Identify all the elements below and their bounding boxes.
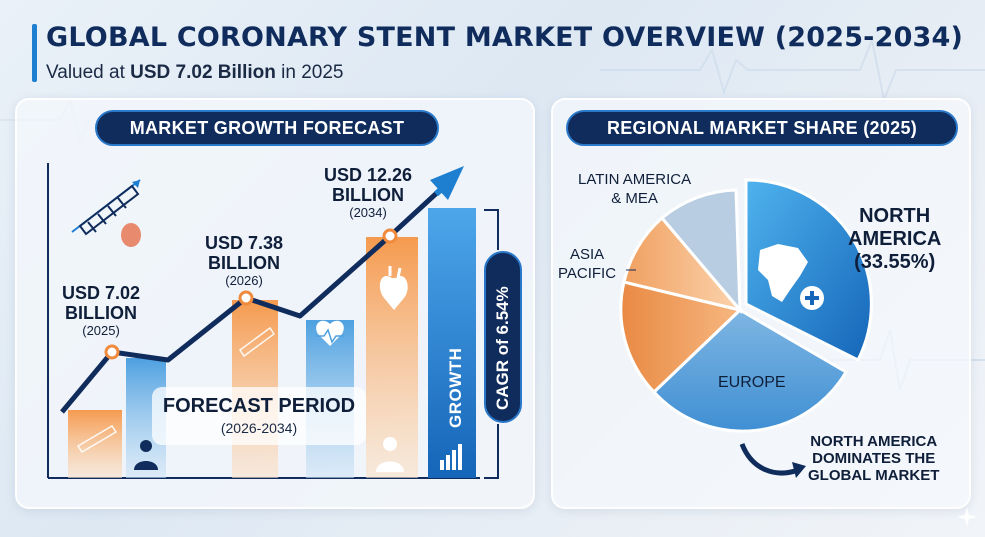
sparkle-icon — [957, 507, 977, 527]
dominates-line2: DOMINATES THE — [812, 450, 936, 467]
page-subtitle: Valued at USD 7.02 Billion in 2025 — [46, 62, 343, 84]
plus-icon — [800, 286, 824, 310]
na-line2: AMERICA — [848, 228, 942, 250]
value-2026: USD 7.38 — [205, 233, 284, 253]
pie-slice-north-america — [744, 178, 873, 363]
value-label-2025: USD 7.02 BILLION (2025) — [62, 283, 140, 339]
year-2034: (2034) — [349, 205, 387, 220]
page-title: GLOBAL CORONARY STENT MARKET OVERVIEW (2… — [46, 22, 964, 53]
na-share: (33.55%) — [854, 251, 936, 273]
subtitle-suffix: in 2025 — [275, 62, 344, 83]
cagr-pill — [484, 251, 522, 423]
point-2026 — [238, 290, 254, 306]
unit-2026: BILLION — [208, 253, 281, 273]
asia-line1: ASIA — [569, 246, 605, 263]
value-label-2034: USD 12.26 BILLION (2034) — [324, 165, 412, 221]
forecast-period-range: (2026-2034) — [220, 420, 298, 436]
growth-bars-icon — [440, 444, 462, 470]
heartbeat-icon — [316, 320, 344, 346]
point-2025 — [104, 344, 120, 360]
na-line1: NORTH — [859, 205, 931, 227]
stent-icon — [71, 179, 141, 236]
trend-arrow-shaft — [433, 173, 459, 197]
region-panel-title: REGIONAL MARKET SHARE (2025) — [566, 110, 958, 146]
europe-label: EUROPE — [718, 374, 786, 391]
year-2026: (2026) — [225, 273, 263, 288]
dominates-line1: NORTH AMERICA — [810, 433, 938, 450]
pie-slice-asia-pacific-secondary — [619, 280, 744, 395]
latam-line2: & MEA — [611, 190, 658, 207]
unit-2034: BILLION — [332, 185, 405, 205]
subtitle-prefix: Valued at — [46, 62, 131, 83]
pie-slice-europe — [651, 308, 849, 433]
value-2034: USD 12.26 — [324, 165, 413, 185]
doctor-icon — [376, 437, 404, 472]
heart-icon — [379, 266, 408, 310]
cagr-bracket-bottom — [484, 424, 499, 479]
doctor-icon — [134, 440, 158, 470]
cagr-bracket-top — [484, 209, 499, 250]
heart-icon — [121, 223, 141, 247]
north-america-map-icon — [758, 244, 808, 302]
growth-panel-title: MARKET GROWTH FORECAST — [95, 110, 439, 146]
point-2034 — [382, 228, 398, 244]
curved-arrow-icon — [739, 442, 806, 478]
dominates-callout: NORTH AMERICA DOMINATES THE GLOBAL MARKE… — [808, 433, 939, 484]
stent-icon — [76, 326, 276, 454]
forecast-period-box: FORECAST PERIOD (2026-2034) — [152, 387, 366, 445]
asia-line2: PACIFIC — [558, 265, 617, 282]
north-america-label: NORTH AMERICA (33.55%) — [848, 205, 941, 274]
dominates-line3: GLOBAL MARKET — [808, 467, 940, 484]
unit-2025: BILLION — [65, 303, 138, 323]
subtitle-value: USD 7.02 Billion — [130, 62, 276, 83]
pie-slice-latin-america-mea — [659, 188, 742, 315]
forecast-period-title: FORECAST PERIOD — [162, 395, 356, 417]
asia-pacific-label: ASIA PACIFIC — [558, 245, 616, 283]
value-2025: USD 7.02 — [62, 283, 141, 303]
year-2025: (2025) — [82, 323, 120, 338]
value-label-2026: USD 7.38 BILLION (2026) — [205, 233, 283, 289]
title-accent-bar — [32, 24, 37, 82]
latam-mea-label: LATIN AMERICA & MEA — [578, 170, 691, 208]
latam-line1: LATIN AMERICA — [578, 171, 692, 188]
growth-bar — [428, 208, 476, 478]
